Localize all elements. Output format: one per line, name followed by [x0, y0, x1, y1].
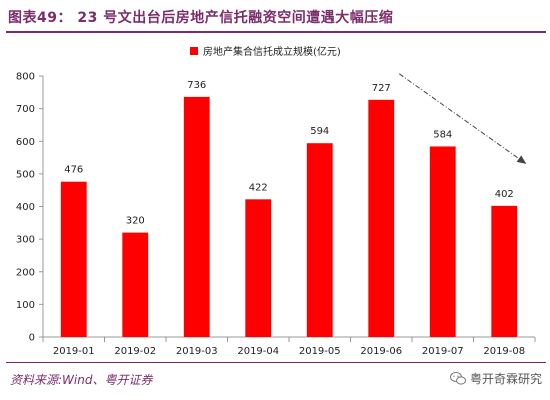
trend-arrow-head [516, 155, 527, 164]
bar [429, 146, 456, 337]
watermark: 粤开奇霖研究 [449, 370, 542, 387]
data-label: 736 [187, 80, 206, 91]
bar [491, 205, 518, 337]
x-tick-label: 2019-03 [176, 346, 218, 357]
data-label: 594 [310, 126, 329, 137]
y-tick-label: 400 [16, 202, 35, 213]
y-tick-label: 700 [16, 104, 35, 115]
bar [183, 96, 210, 337]
title-bar: 图表49： 23 号文出台后房地产信托融资空间遭遇大幅压缩 [0, 0, 550, 33]
x-tick-label: 2019-05 [299, 346, 341, 357]
source-note: 资料来源:Wind、粤开证券 [10, 373, 153, 387]
x-tick-label: 2019-01 [53, 346, 95, 357]
y-axis: 0 100 200 300 400 500 600 700 800 [16, 72, 44, 344]
legend: 房地产集合信托成立规模(亿元) [190, 45, 341, 58]
x-tick-label: 2019-07 [422, 346, 464, 357]
y-tick-label: 0 [29, 333, 35, 344]
y-tick-label: 800 [16, 72, 35, 83]
bar [306, 143, 333, 337]
bar [368, 99, 395, 337]
data-label: 476 [64, 165, 83, 176]
data-labels: 476 320 736 422 594 727 584 402 [64, 80, 514, 227]
legend-swatch [190, 47, 198, 55]
bar [122, 232, 149, 337]
y-tick-label: 200 [16, 267, 35, 278]
x-tick-label: 2019-06 [360, 346, 402, 357]
bar [60, 181, 87, 337]
title-divider [6, 31, 546, 33]
x-tick-label: 2019-08 [483, 346, 525, 357]
x-axis: 2019-01 2019-02 2019-03 2019-04 2019-05 2019-… [42, 336, 536, 357]
data-label: 422 [249, 182, 268, 193]
y-tick-label: 100 [16, 300, 35, 311]
watermark-text: 粤开奇霖研究 [469, 372, 542, 386]
data-label: 727 [372, 83, 391, 94]
legend-label: 房地产集合信托成立规模(亿元) [203, 45, 341, 58]
bar [245, 199, 272, 337]
y-tick-label: 500 [16, 169, 35, 180]
y-tick-label: 600 [16, 137, 35, 148]
data-label: 402 [495, 189, 514, 200]
trend-arrow [398, 73, 527, 165]
bars [60, 96, 518, 337]
chart-title: 图表49： 23 号文出台后房地产信托融资空间遭遇大幅压缩 [8, 10, 394, 26]
bar-chart: 房地产集合信托成立规模(亿元) 0 100 200 300 400 500 600 700 80… [16, 45, 536, 357]
footer-divider [6, 362, 546, 363]
y-tick-label: 300 [16, 235, 35, 246]
data-label: 320 [126, 216, 145, 227]
x-tick-label: 2019-02 [114, 346, 156, 357]
wechat-icon [449, 372, 466, 385]
trend-arrow-line [398, 73, 527, 165]
data-label: 584 [433, 129, 452, 140]
x-tick-label: 2019-04 [237, 346, 279, 357]
